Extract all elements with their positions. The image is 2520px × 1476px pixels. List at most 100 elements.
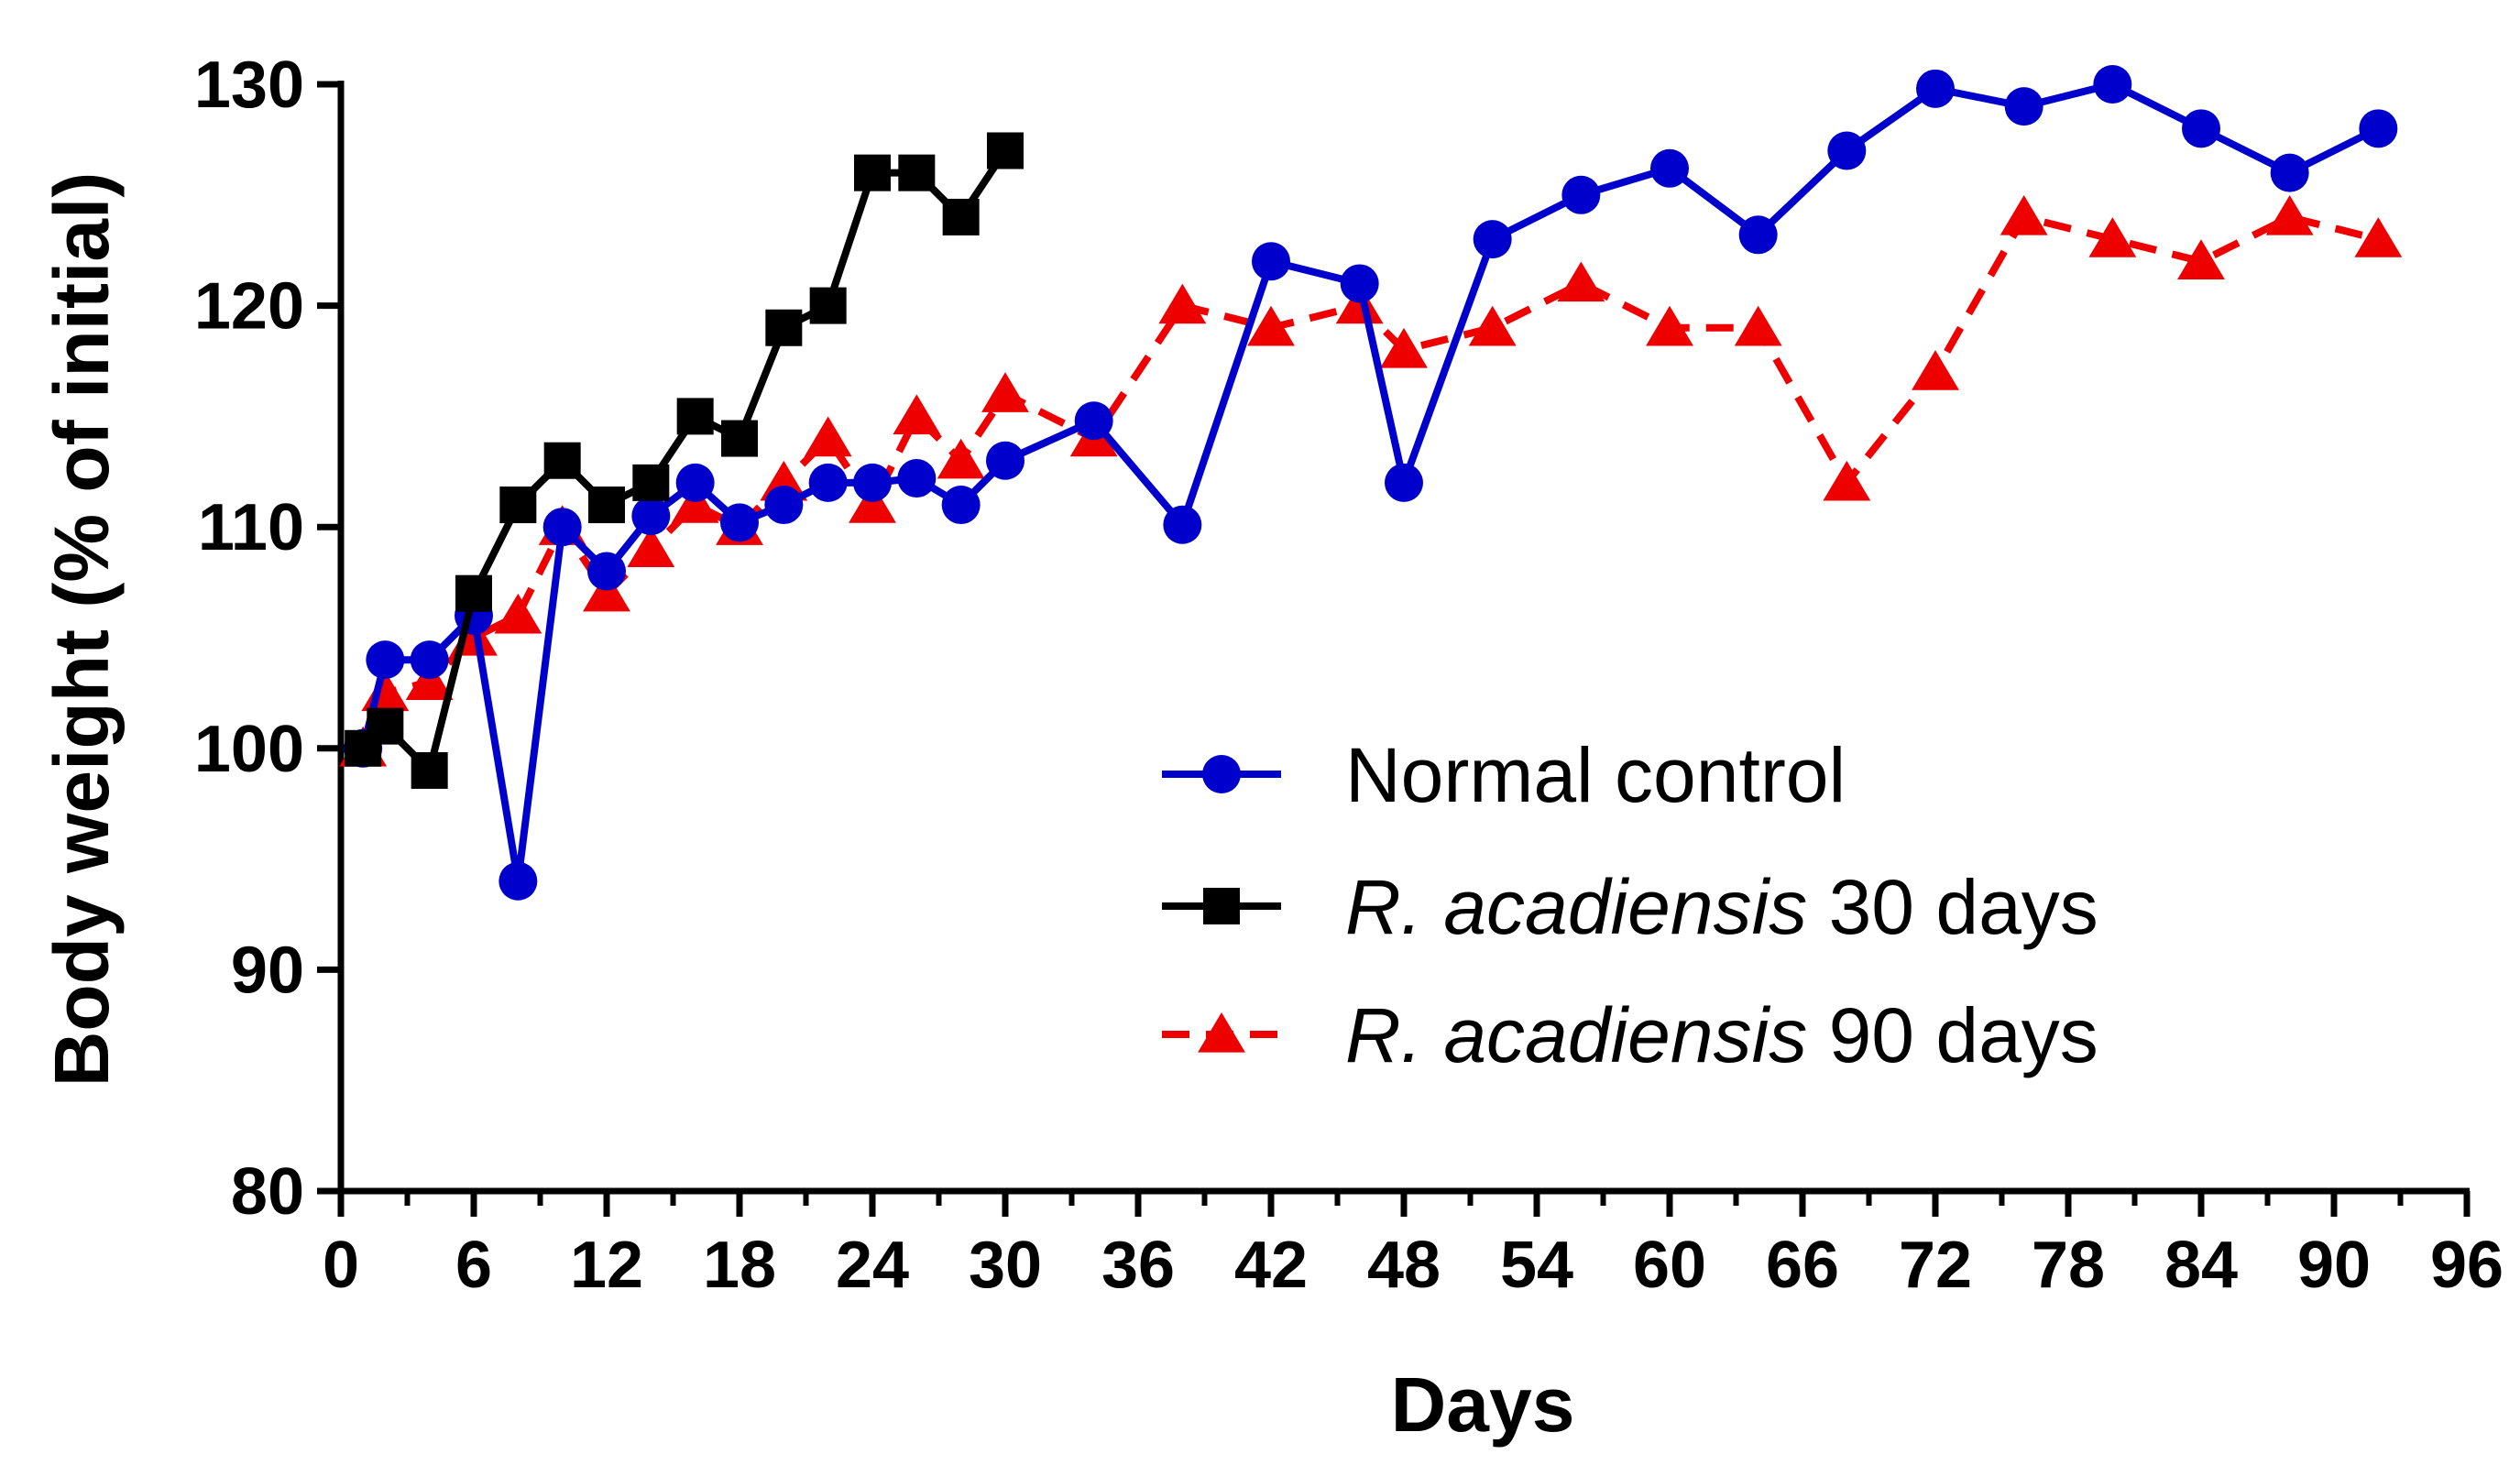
y-axis-title: Body weight (% of initial) xyxy=(38,172,125,1088)
legend-label-regular: 30 days xyxy=(1807,864,2098,950)
legend-label-italic: R. acadiensis xyxy=(1345,992,1807,1078)
x-tick-label: 24 xyxy=(836,1229,909,1302)
data-point xyxy=(1738,215,1778,255)
data-point xyxy=(897,459,937,498)
data-point xyxy=(2000,194,2048,235)
data-point xyxy=(455,574,492,612)
data-point xyxy=(1827,131,1867,170)
data-point xyxy=(583,571,630,612)
x-tick-label: 18 xyxy=(703,1229,776,1302)
x-tick-label: 6 xyxy=(455,1229,492,1302)
x-tick-label: 36 xyxy=(1101,1229,1175,1302)
data-point xyxy=(366,640,405,680)
x-tick-label: 72 xyxy=(1899,1229,1972,1302)
legend-item-2: R. acadiensis 90 days xyxy=(1162,992,2098,1078)
data-point xyxy=(587,552,626,591)
data-point xyxy=(981,372,1029,412)
data-point xyxy=(1163,505,1202,544)
y-tick-label: 80 xyxy=(231,1155,304,1229)
y-tick-label: 110 xyxy=(198,491,304,564)
data-point xyxy=(2088,217,2137,257)
data-point xyxy=(808,463,848,502)
data-point xyxy=(2182,109,2220,148)
data-point xyxy=(942,198,980,235)
data-point xyxy=(542,508,582,547)
y-tick-label: 130 xyxy=(194,49,304,122)
axes: 80 90 100 110 120 130 0 6 12 18 24 30 36 42 48 54 60 66 72… xyxy=(194,49,2504,1302)
series-group xyxy=(339,65,2403,901)
data-point xyxy=(987,132,1024,169)
data-point xyxy=(499,487,537,524)
data-point xyxy=(1385,463,1423,502)
data-point xyxy=(2270,153,2309,192)
y-tick-label: 90 xyxy=(231,934,304,1007)
data-point xyxy=(849,483,896,523)
legend-label-italic: R. acadiensis xyxy=(1345,864,1807,950)
data-point xyxy=(1473,220,1512,259)
series-line xyxy=(360,148,1009,774)
data-point xyxy=(499,861,538,901)
data-point xyxy=(494,593,542,634)
data-point xyxy=(2093,65,2132,104)
y-tick-label: 120 xyxy=(194,270,304,344)
data-point xyxy=(764,486,804,525)
data-point xyxy=(804,416,852,457)
data-point xyxy=(367,707,404,745)
legend-swatch-marker xyxy=(1203,888,1240,924)
data-point xyxy=(1734,305,1782,346)
series-1 xyxy=(345,132,1024,789)
data-point xyxy=(632,464,670,501)
data-point xyxy=(937,438,985,479)
legend-label-regular: Normal control xyxy=(1345,732,1846,818)
x-axis-title: Days xyxy=(1391,1361,1575,1448)
data-point xyxy=(1335,283,1384,324)
data-point xyxy=(405,660,454,700)
data-point xyxy=(411,751,448,789)
series-0 xyxy=(344,65,2398,901)
x-tick-label: 0 xyxy=(323,1229,359,1302)
x-tick-label: 66 xyxy=(1766,1229,1839,1302)
data-point xyxy=(2004,87,2043,126)
data-point xyxy=(2177,239,2225,279)
data-point xyxy=(1916,69,1955,108)
data-point xyxy=(1557,261,1605,302)
x-tick-label: 12 xyxy=(570,1229,643,1302)
data-point xyxy=(543,442,581,479)
x-tick-label: 54 xyxy=(1500,1229,1573,1302)
data-point xyxy=(941,486,981,525)
data-point xyxy=(2359,109,2398,148)
series-2 xyxy=(339,194,2403,767)
legend-swatch-marker xyxy=(1202,755,1241,793)
data-point xyxy=(675,463,715,502)
legend-label: R. acadiensis 30 days xyxy=(1345,864,2098,950)
data-point xyxy=(898,154,936,191)
data-point xyxy=(1252,242,1290,281)
data-point xyxy=(1561,175,1601,214)
x-tick-label: 96 xyxy=(2430,1229,2504,1302)
data-point xyxy=(2354,217,2403,257)
data-point xyxy=(1247,305,1295,346)
data-point xyxy=(720,503,759,542)
data-point xyxy=(410,640,449,680)
data-point xyxy=(1823,460,1871,501)
data-point xyxy=(1074,401,1113,441)
data-point xyxy=(986,441,1024,480)
data-point xyxy=(854,154,891,191)
x-tick-label: 84 xyxy=(2164,1229,2238,1302)
data-point xyxy=(2265,194,2314,235)
data-point xyxy=(676,398,714,435)
data-point xyxy=(809,287,847,324)
data-point xyxy=(1912,350,1959,390)
legend-item-0: Normal control xyxy=(1162,732,1846,818)
x-tick-label: 90 xyxy=(2297,1229,2371,1302)
legend-label-regular: 90 days xyxy=(1807,992,2098,1078)
data-point xyxy=(893,394,941,435)
data-point xyxy=(1158,283,1207,324)
legend-item-1: R. acadiensis 30 days xyxy=(1162,864,2098,950)
data-point xyxy=(1380,327,1428,368)
data-point xyxy=(721,420,758,457)
legend-swatch-marker xyxy=(1198,1012,1245,1053)
